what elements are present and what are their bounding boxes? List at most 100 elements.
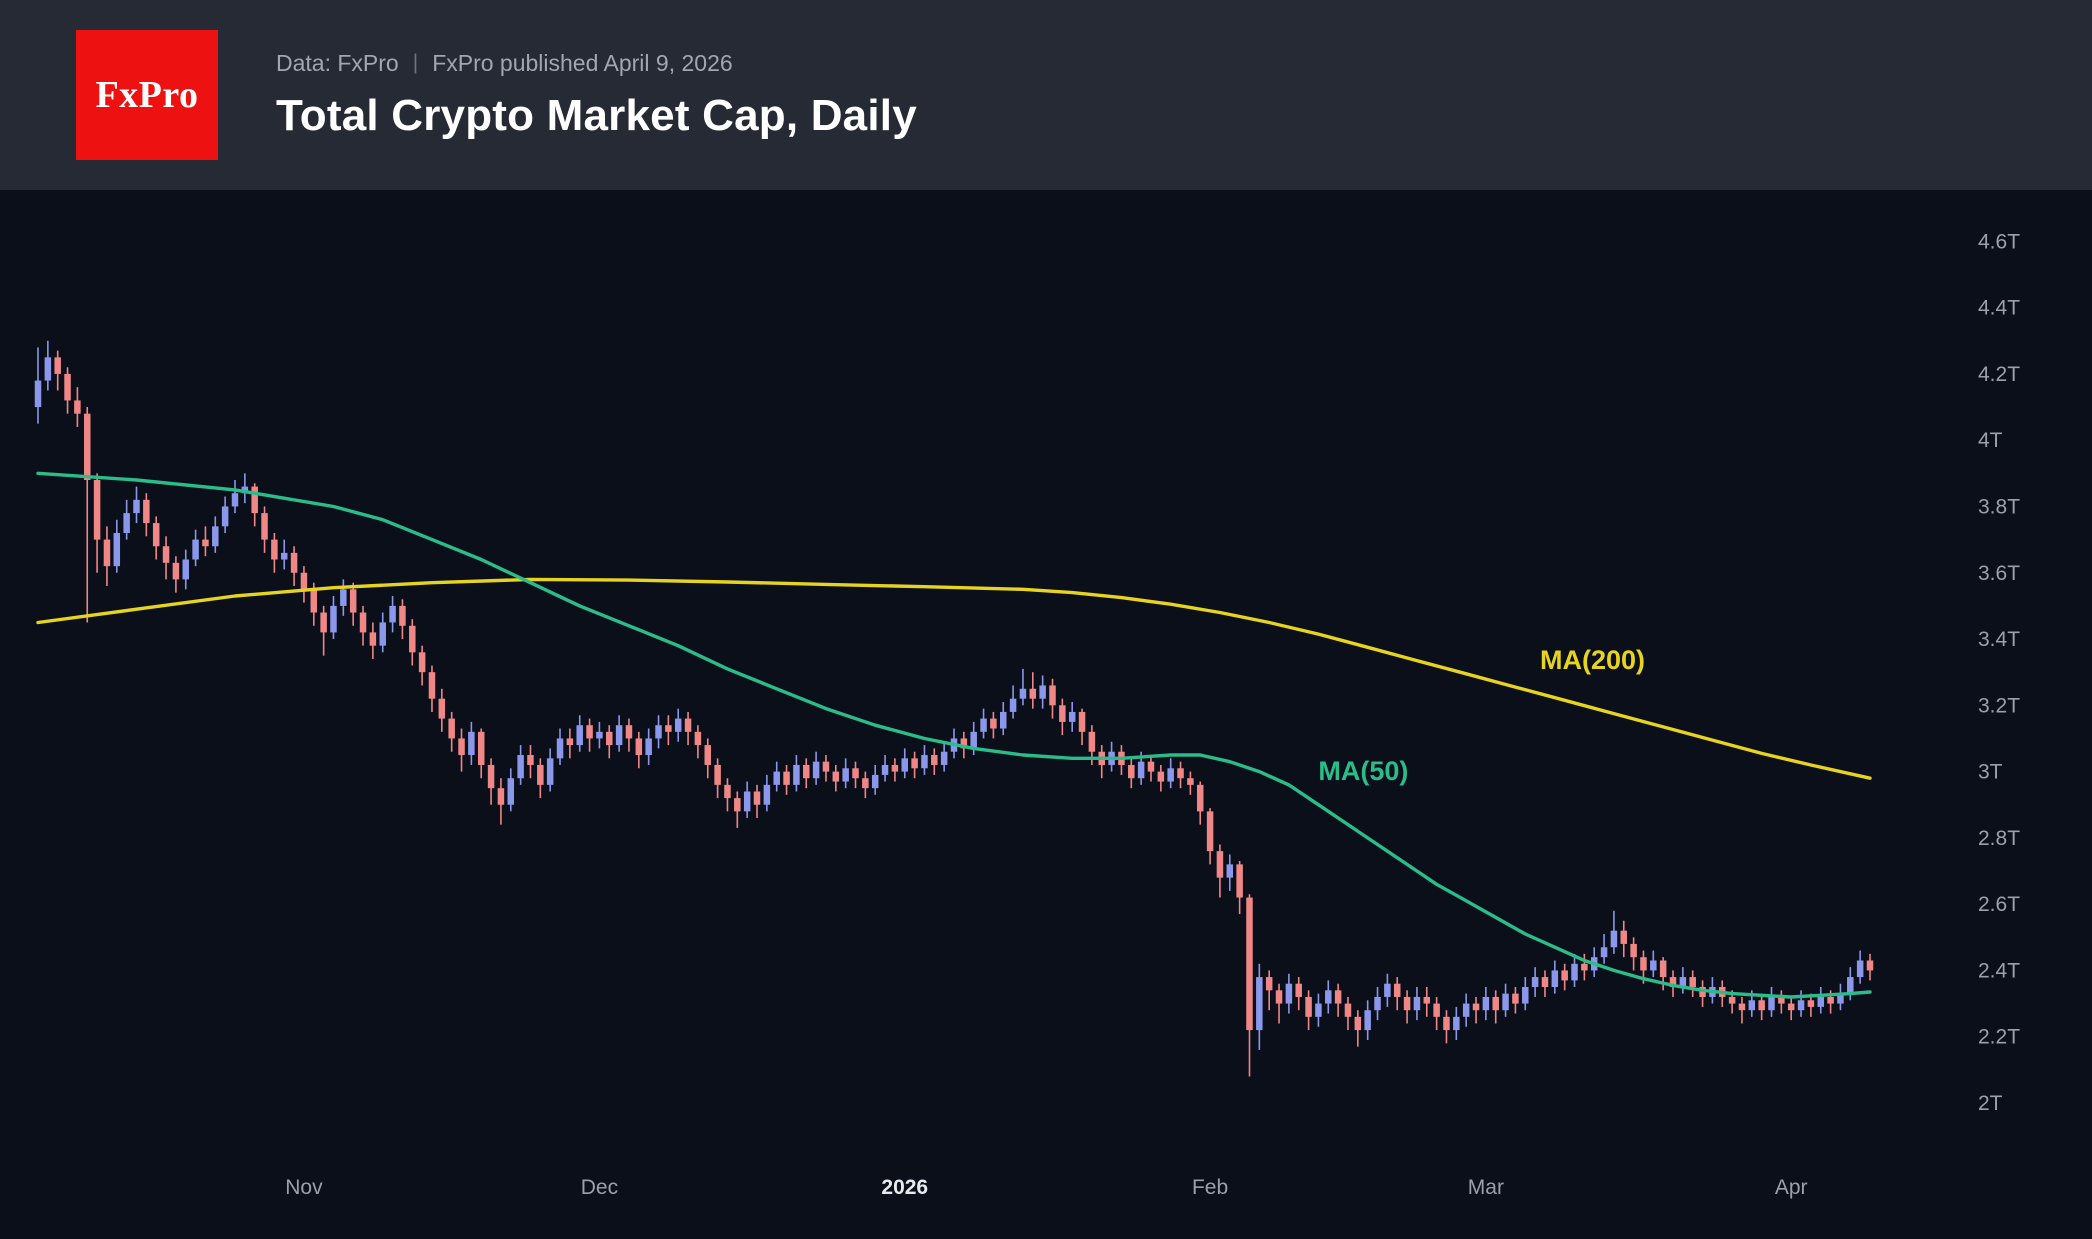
candle-body <box>1640 957 1647 971</box>
candle-body <box>1630 943 1637 958</box>
candle-body <box>1256 977 1263 1031</box>
candle-body <box>901 758 909 772</box>
candle-body <box>1167 768 1174 782</box>
header-bar: FxPro Data: FxPro | FxPro published Apri… <box>0 0 2092 190</box>
ma200-label: MA(200) <box>1540 645 1645 675</box>
candle-body <box>999 711 1007 729</box>
candle-body <box>1305 996 1312 1017</box>
candle-body <box>1128 764 1135 779</box>
candle-body <box>1679 977 1687 988</box>
candle-body <box>103 539 111 567</box>
candle-body <box>596 731 603 739</box>
candle-body <box>477 731 485 765</box>
candle-body <box>990 718 997 729</box>
candle-body <box>1502 993 1509 1011</box>
candle-body <box>1522 987 1529 1004</box>
data-source-label: Data: FxPro <box>276 49 399 76</box>
candle-body <box>871 774 879 789</box>
x-axis-label: Nov <box>285 1176 323 1199</box>
candle-body <box>261 513 268 540</box>
candle-body <box>734 798 741 812</box>
candle-body <box>1807 1000 1815 1007</box>
candle-body <box>192 539 199 560</box>
candle-body <box>212 526 219 547</box>
candle-body <box>724 784 731 799</box>
candle-body <box>143 499 150 524</box>
candle-body <box>1157 771 1165 782</box>
candle-body <box>1551 970 1559 988</box>
fxpro-logo-text: FxPro <box>95 74 199 116</box>
candle-body <box>152 523 160 547</box>
candle-body <box>1443 1016 1450 1031</box>
y-axis-label: 4.6T <box>1978 230 2020 253</box>
candle-body <box>497 788 505 805</box>
candle-body <box>980 718 987 732</box>
candle-body <box>1758 1000 1765 1011</box>
candle-body <box>1315 1003 1322 1017</box>
candle-body <box>1295 983 1302 997</box>
candle-body <box>290 552 298 573</box>
candle-body <box>546 758 554 785</box>
candle-body <box>507 778 515 805</box>
candle-body <box>123 513 130 533</box>
fxpro-logo: FxPro <box>76 30 218 160</box>
page-title: Total Crypto Market Cap, Daily <box>276 90 917 140</box>
candle-body <box>1196 784 1204 812</box>
candle-body <box>1512 993 1519 1004</box>
candle-body <box>1393 983 1401 997</box>
header-text-block: Data: FxPro | FxPro published April 9, 2… <box>276 50 917 141</box>
candle-body <box>940 751 948 765</box>
candle-body <box>74 400 81 414</box>
candle-body <box>1659 960 1667 978</box>
candle-body <box>1797 1000 1805 1011</box>
y-axis-label: 2.2T <box>1978 1026 2020 1049</box>
candle-body <box>1325 990 1332 1004</box>
candle-body <box>1216 851 1224 878</box>
chart-source-line: Data: FxPro | FxPro published April 9, 2… <box>276 50 917 77</box>
candle-body <box>1827 996 1834 1004</box>
y-axis-label: 4T <box>1978 429 2003 452</box>
candle-body <box>468 731 475 756</box>
candle-body <box>280 552 288 560</box>
x-axis-label: Feb <box>1192 1176 1228 1199</box>
candle-body <box>418 652 426 673</box>
candle-body <box>359 612 367 633</box>
candle-body <box>635 738 643 756</box>
candle-body <box>1137 761 1145 779</box>
candle-body <box>1581 963 1588 971</box>
candle-body <box>182 559 189 580</box>
candle-body <box>674 718 682 732</box>
candle-body <box>822 761 830 772</box>
ma200-line <box>36 577 1872 780</box>
candle-body <box>1650 960 1657 971</box>
candle-body <box>862 778 869 789</box>
candle-body <box>1147 761 1155 772</box>
candle-body <box>1610 930 1618 948</box>
candle-body <box>438 698 446 719</box>
candle-body <box>1453 1016 1460 1031</box>
candle-body <box>1620 930 1628 944</box>
candle-body <box>1334 990 1342 1004</box>
candle-body <box>773 771 780 785</box>
y-axis-label: 3.4T <box>1978 628 2020 651</box>
candle-body <box>487 764 495 789</box>
y-axis-label: 2.4T <box>1978 959 2020 982</box>
candle-body <box>1787 1003 1795 1011</box>
candle-body <box>64 373 71 401</box>
candle-body <box>1492 996 1499 1011</box>
candle-body <box>1856 960 1864 978</box>
candle-body <box>576 725 583 746</box>
candle-body <box>665 725 672 732</box>
candle-body <box>527 755 534 765</box>
y-axis-label: 3.6T <box>1978 562 2020 585</box>
candle-body <box>1354 1016 1362 1031</box>
candle-body <box>1078 711 1086 732</box>
candle-body <box>1817 996 1825 1007</box>
candle-body <box>1226 864 1234 878</box>
candle-body <box>1246 897 1253 1031</box>
y-axis-label: 2.8T <box>1978 827 2020 850</box>
candle-body <box>221 506 229 527</box>
candle-body <box>537 764 544 785</box>
candle-body <box>1600 947 1608 958</box>
candle-body <box>1187 778 1194 785</box>
